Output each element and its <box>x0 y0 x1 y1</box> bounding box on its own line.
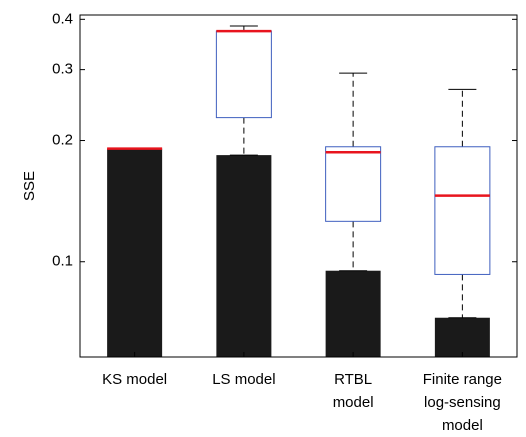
bar <box>434 317 490 357</box>
box <box>325 146 382 222</box>
x-tick-label: KS model <box>102 371 167 388</box>
x-tick-label: LS model <box>212 371 275 388</box>
x-tick-label: model <box>333 394 374 411</box>
bar <box>107 148 163 357</box>
y-axis-label: SSE <box>21 171 38 201</box>
bar <box>325 270 381 357</box>
y-tick-label: 0.3 <box>52 61 73 78</box>
y-tick-label: 0.4 <box>52 10 73 27</box>
x-tick-label: model <box>442 417 483 434</box>
x-tick-label: log-sensing <box>424 394 501 411</box>
x-tick-label: RTBL <box>334 371 372 388</box>
bar <box>216 155 272 357</box>
box <box>434 146 491 275</box>
box <box>215 30 272 119</box>
y-tick-label: 0.1 <box>52 253 73 270</box>
y-tick-label: 0.2 <box>52 131 73 148</box>
x-tick-label: Finite range <box>423 371 502 388</box>
plot-frame <box>79 14 518 358</box>
